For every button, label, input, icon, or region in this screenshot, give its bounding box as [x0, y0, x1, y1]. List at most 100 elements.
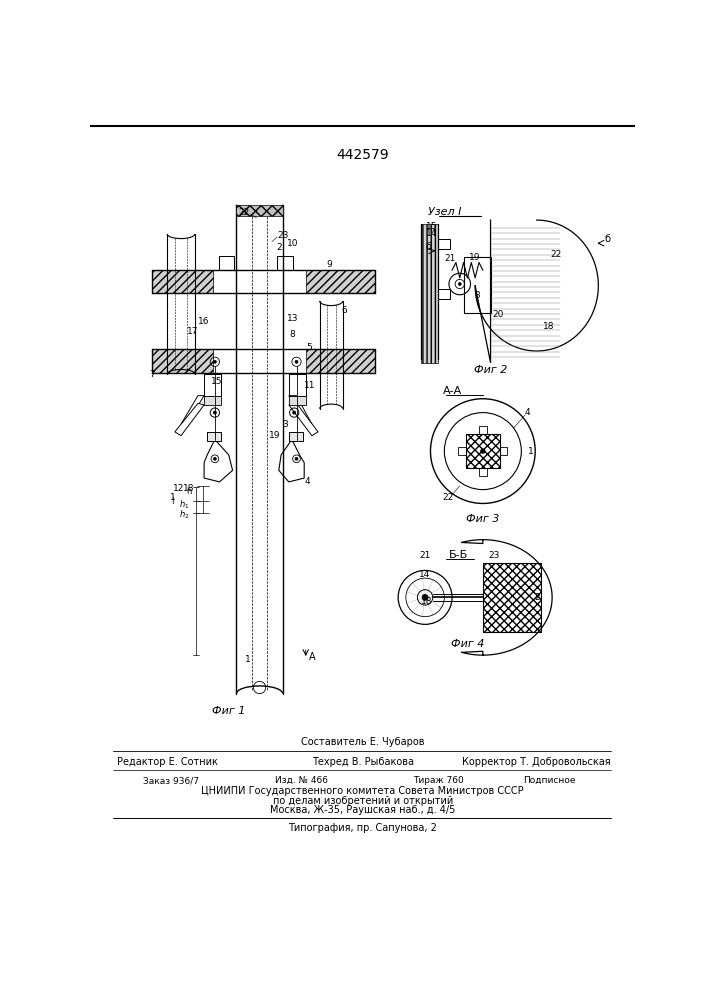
Text: 19: 19 [469, 253, 481, 262]
Bar [500, 447, 508, 455]
Polygon shape [288, 396, 312, 424]
Polygon shape [175, 403, 204, 436]
Text: Изд. № 466: Изд. № 466 [275, 776, 328, 785]
Bar [466, 434, 500, 468]
Text: 19: 19 [269, 431, 281, 440]
Circle shape [214, 360, 216, 363]
Bar [438, 239, 450, 249]
Text: 1: 1 [170, 493, 175, 502]
Text: Фиг 3: Фиг 3 [466, 514, 500, 524]
Text: 23: 23 [489, 551, 500, 560]
Text: 9: 9 [326, 260, 332, 269]
Text: $h_2$: $h_2$ [179, 509, 189, 521]
Bar [288, 432, 303, 441]
Text: 14: 14 [426, 229, 438, 238]
Text: 21: 21 [445, 254, 456, 263]
Text: 4: 4 [305, 477, 310, 486]
Text: 21: 21 [419, 551, 431, 560]
Text: 17: 17 [187, 327, 198, 336]
Text: 14: 14 [419, 570, 431, 579]
Bar [207, 432, 221, 441]
Bar [288, 396, 305, 405]
Text: по делам изобретений и открытий: по делам изобретений и открытий [273, 796, 453, 806]
Text: б: б [425, 242, 431, 252]
Text: 8: 8 [290, 330, 296, 339]
Text: 2: 2 [534, 593, 539, 602]
Text: 442579: 442579 [337, 148, 389, 162]
Text: Фиг 2: Фиг 2 [474, 365, 507, 375]
Bar [288, 374, 305, 396]
Text: 10: 10 [287, 239, 298, 248]
Bar [421, 224, 438, 363]
Polygon shape [181, 396, 204, 424]
Text: 2: 2 [276, 243, 281, 252]
Polygon shape [288, 403, 318, 436]
Text: 3: 3 [474, 291, 479, 300]
Text: 22: 22 [443, 493, 454, 502]
Circle shape [295, 457, 298, 460]
Polygon shape [204, 440, 233, 482]
Circle shape [295, 360, 298, 363]
Text: б: б [604, 234, 611, 244]
Bar [152, 270, 214, 293]
Circle shape [481, 449, 485, 453]
Text: Фиг 4: Фиг 4 [451, 639, 484, 649]
Text: $h_1$: $h_1$ [179, 499, 189, 511]
Bar [218, 256, 234, 270]
Bar [483, 563, 541, 632]
Text: Узел I: Узел I [428, 207, 461, 217]
Text: 16: 16 [199, 317, 210, 326]
Text: 1: 1 [245, 654, 251, 664]
Circle shape [398, 570, 452, 624]
Text: А-А: А-А [443, 386, 462, 396]
Bar [438, 289, 450, 299]
Text: 23: 23 [277, 231, 288, 240]
Text: 15: 15 [211, 377, 223, 386]
Text: Москва, Ж-35, Раушская наб., д. 4/5: Москва, Ж-35, Раушская наб., д. 4/5 [270, 805, 455, 815]
Text: ЦНИИПИ Государственного комитета Совета Министров СССР: ЦНИИПИ Государственного комитета Совета … [201, 786, 524, 796]
Bar [277, 256, 293, 270]
Circle shape [458, 282, 461, 286]
Bar [479, 426, 486, 434]
Text: 4: 4 [525, 408, 530, 417]
Bar [466, 434, 500, 468]
Bar [305, 349, 375, 373]
Text: 6: 6 [341, 306, 347, 315]
Bar [204, 374, 221, 396]
Text: 12: 12 [173, 484, 185, 493]
Text: 18: 18 [183, 484, 194, 493]
Text: 18: 18 [542, 322, 554, 331]
Text: Заказ 936/7: Заказ 936/7 [143, 776, 199, 785]
Text: Типография, пр. Сапунова, 2: Типография, пр. Сапунова, 2 [288, 823, 437, 833]
Bar [305, 270, 375, 293]
Text: I: I [171, 497, 174, 506]
Text: Редактор Е. Сотник: Редактор Е. Сотник [117, 757, 218, 767]
Text: 11: 11 [304, 381, 315, 390]
Polygon shape [462, 540, 552, 655]
Polygon shape [475, 220, 598, 363]
Circle shape [214, 411, 216, 414]
Text: A: A [310, 652, 316, 662]
Text: 3: 3 [282, 420, 288, 429]
Text: 1: 1 [527, 447, 534, 456]
Bar [483, 563, 541, 632]
Text: h: h [186, 487, 192, 496]
Bar [236, 205, 283, 216]
Text: Составитель Е. Чубаров: Составитель Е. Чубаров [301, 737, 424, 747]
Text: 5: 5 [307, 343, 312, 352]
Bar [204, 396, 221, 405]
Text: 15: 15 [426, 222, 438, 231]
Text: 20: 20 [493, 310, 504, 319]
Text: 7: 7 [150, 370, 156, 379]
Bar [152, 349, 214, 373]
Text: Фиг 1: Фиг 1 [212, 706, 245, 716]
Text: Техред В. Рыбакова: Техред В. Рыбакова [312, 757, 414, 767]
Text: Корректор Т. Добровольская: Корректор Т. Добровольская [462, 757, 611, 767]
Text: 13: 13 [287, 314, 298, 323]
Text: 18: 18 [421, 597, 433, 606]
Text: Б-Б: Б-Б [448, 550, 468, 560]
Text: 22: 22 [238, 208, 250, 217]
Bar [458, 447, 466, 455]
Circle shape [293, 411, 296, 414]
Text: Подписное: Подписное [522, 776, 575, 785]
